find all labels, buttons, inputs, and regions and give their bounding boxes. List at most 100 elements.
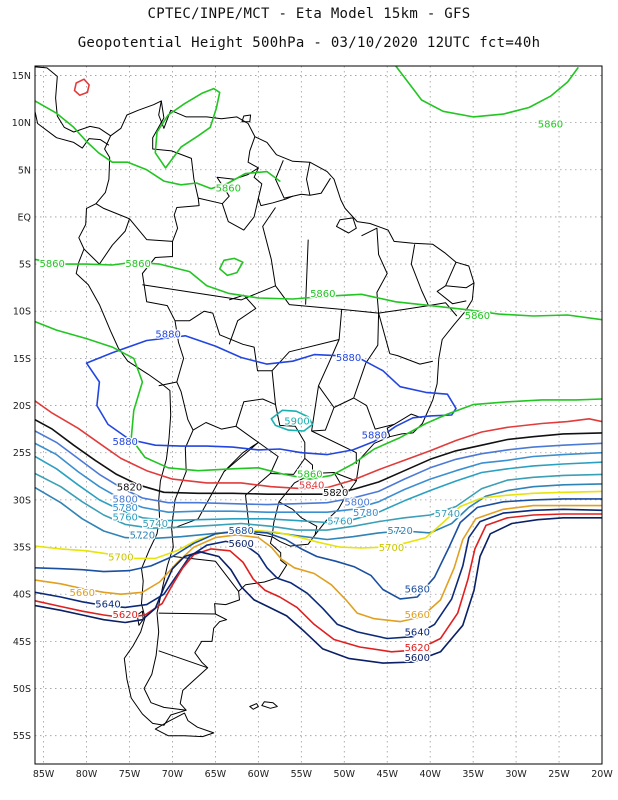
- lat-tick-label: 55S: [13, 731, 31, 742]
- contour-label: 5720: [130, 531, 155, 542]
- contour-5860: [35, 100, 281, 190]
- coast-or-border-line: [158, 612, 216, 615]
- coast-or-border-line: [353, 397, 395, 430]
- contour-label: 5880: [336, 353, 361, 364]
- contour-5720: [35, 483, 602, 541]
- contour-label: 5740: [435, 509, 460, 520]
- contour-label: 5600: [228, 539, 253, 550]
- contour-5840: [73, 78, 90, 96]
- lat-tick-label: 10S: [13, 307, 31, 318]
- contour-label: 5620: [112, 610, 137, 621]
- contour-label: 5880: [155, 330, 180, 341]
- contour-5740: [35, 472, 602, 531]
- coast-or-border-line: [410, 244, 458, 317]
- contour-label: 5640: [405, 628, 430, 639]
- contour-label: 5880: [362, 431, 387, 442]
- coast-or-border-line: [143, 429, 194, 711]
- contour-label: 5600: [405, 653, 430, 664]
- contour-label: 5780: [112, 503, 137, 514]
- contour-label: 5820: [323, 488, 348, 499]
- contour-label: 5860: [465, 311, 490, 322]
- contour-label: 5880: [112, 437, 137, 448]
- contour-label: 5740: [143, 519, 168, 530]
- contour-label: 5860: [39, 259, 64, 270]
- lon-tick-label: 60W: [248, 769, 270, 780]
- lat-tick-label: 40S: [13, 590, 31, 601]
- coast-or-border-line: [35, 110, 110, 149]
- contour-5860: [218, 257, 244, 277]
- coast-or-border-line: [445, 261, 475, 289]
- contour-label: 5680: [405, 584, 430, 595]
- coast-or-border-line: [241, 114, 252, 123]
- contour-label: 5640: [95, 599, 120, 610]
- contour-5860: [154, 87, 221, 169]
- coast-or-border-line: [378, 305, 429, 314]
- lat-tick-label: 10N: [12, 118, 31, 129]
- contour-5820: [35, 418, 602, 495]
- coast-or-border-line: [223, 441, 259, 472]
- coast-or-border-line: [75, 100, 475, 726]
- contour-label: 5660: [405, 610, 430, 621]
- lat-tick-label: 30S: [13, 495, 31, 506]
- lat-tick-label: 15S: [13, 354, 31, 365]
- lon-tick-label: 55W: [291, 769, 313, 780]
- contour-label: 5620: [405, 643, 430, 654]
- lon-tick-label: 75W: [119, 769, 141, 780]
- coast-or-border-line: [83, 218, 130, 265]
- coast-or-border-line: [436, 285, 467, 305]
- contour-label: 5660: [70, 588, 95, 599]
- contour-5860: [35, 258, 602, 321]
- contour-5660: [35, 504, 602, 623]
- lon-tick-label: 50W: [334, 769, 356, 780]
- coast-or-border-line: [136, 610, 144, 626]
- lon-tick-label: 40W: [419, 769, 441, 780]
- contour-label: 5900: [284, 416, 309, 427]
- coast-or-border-line: [173, 556, 239, 592]
- contour-label: 5720: [387, 526, 412, 537]
- coast-or-border-line: [271, 339, 340, 372]
- contour-label: 5820: [117, 482, 142, 493]
- contour-label: 5860: [297, 469, 322, 480]
- lat-tick-label: 15N: [12, 71, 31, 82]
- coast-or-border-line: [221, 197, 259, 231]
- contour-label: 5780: [353, 508, 378, 519]
- coast-or-border-line: [175, 310, 276, 431]
- plot-frame: [34, 65, 603, 765]
- lon-tick-label: 30W: [505, 769, 527, 780]
- contour-label: 5860: [216, 183, 241, 194]
- contour-label: 5840: [299, 481, 324, 492]
- contour-5880: [85, 335, 457, 456]
- contour-5860: [395, 66, 579, 118]
- contour-label: 5860: [125, 259, 150, 270]
- coast-or-border-line: [228, 294, 257, 345]
- coast-or-border-line: [275, 160, 293, 199]
- contour-label: 5760: [327, 516, 352, 527]
- graticule: [35, 66, 603, 764]
- lon-tick-label: 85W: [33, 769, 55, 780]
- coast-or-border-line: [247, 136, 331, 207]
- contour-5760: [35, 455, 602, 524]
- contour-label: 5860: [310, 289, 335, 300]
- contour-label: 5700: [379, 543, 404, 554]
- lat-tick-label: 25S: [13, 448, 31, 459]
- lon-tick-label: 20W: [591, 769, 613, 780]
- contour-5800: [35, 430, 602, 506]
- contour-5840: [35, 400, 602, 490]
- lat-tick-label: 45S: [13, 637, 31, 648]
- coast-or-border-line: [95, 203, 185, 387]
- contour-label: 5700: [108, 552, 133, 563]
- coast-or-border-line: [305, 239, 309, 305]
- lon-tick-label: 70W: [162, 769, 184, 780]
- coast-or-border-line: [306, 162, 311, 196]
- coast-or-border-line: [312, 472, 357, 482]
- contour-5600: [35, 517, 602, 664]
- lon-tick-label: 80W: [76, 769, 98, 780]
- coast-or-border-line: [154, 712, 215, 738]
- lon-tick-label: 45W: [376, 769, 398, 780]
- contour-label: 5800: [112, 495, 137, 506]
- coast-or-border-line: [361, 227, 388, 314]
- contour-5780: [35, 442, 602, 513]
- coast-or-border-line: [152, 100, 200, 242]
- coast-or-border-line: [158, 650, 208, 669]
